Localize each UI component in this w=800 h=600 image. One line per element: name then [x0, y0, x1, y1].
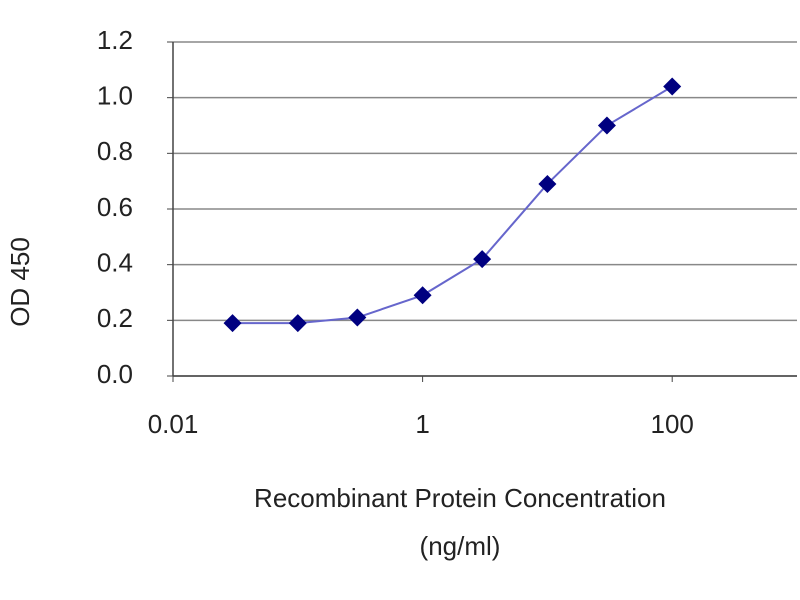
y-tick-label: 0.0 [97, 359, 133, 389]
data-point [288, 314, 307, 333]
y-tick-label: 0.4 [97, 248, 133, 278]
y-tick-label: 0.8 [97, 136, 133, 166]
y-tick-label: 0.6 [97, 192, 133, 222]
data-point [413, 286, 432, 305]
x-tick-label: 100 [651, 409, 694, 439]
x-axis-label: Recombinant Protein Concentration [254, 483, 666, 513]
series-line [232, 85, 673, 325]
data-point [223, 314, 242, 333]
data-point [473, 250, 492, 269]
data-point [663, 77, 682, 96]
data-point [597, 116, 616, 135]
x-tick-label: 1 [415, 409, 429, 439]
y-tick-label: 1.0 [97, 81, 133, 111]
data-point [348, 308, 367, 327]
data-point [538, 174, 557, 193]
x-axis-label: (ng/ml) [420, 531, 501, 561]
x-tick-label: 0.01 [148, 409, 199, 439]
y-tick-label: 1.2 [97, 25, 133, 55]
y-tick-label: 0.2 [97, 303, 133, 333]
y-axis-label: OD 450 [5, 237, 35, 327]
